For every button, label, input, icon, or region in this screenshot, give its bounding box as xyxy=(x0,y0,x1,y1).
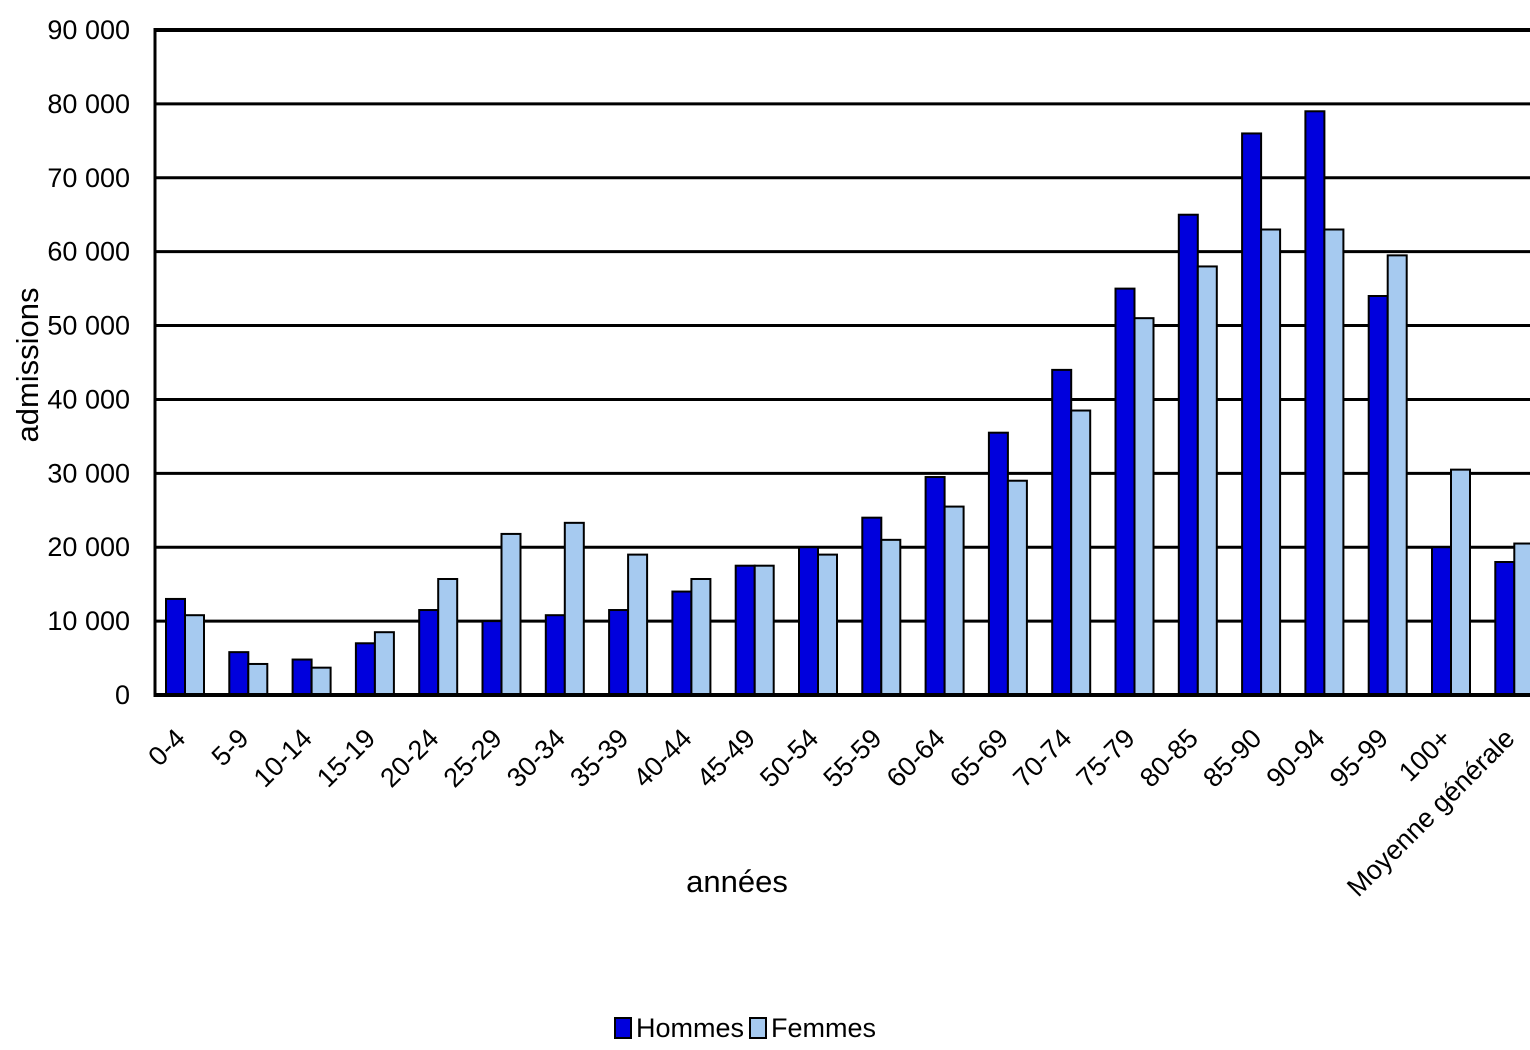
x-tick-label: 35-39 xyxy=(564,723,634,793)
x-tick-label: 80-85 xyxy=(1134,723,1204,793)
bar-hommes-21 xyxy=(1431,546,1452,696)
y-tick-label: 10 000 xyxy=(47,606,130,636)
y-axis-title: admissions xyxy=(10,287,45,442)
x-tick-labels: 0-4 5-910-1415-1920-2425-2930-3435-3940-4… xyxy=(142,723,1520,902)
y-tick-label: 50 000 xyxy=(47,311,130,341)
bar-femmes-15 xyxy=(1070,409,1092,696)
legend-swatch xyxy=(749,1017,767,1039)
x-tick-label: 25-29 xyxy=(438,723,508,793)
x-tick-label: 5-9 xyxy=(206,723,255,772)
bar-hommes-16 xyxy=(1114,287,1136,696)
bar-hommes-9 xyxy=(671,590,693,696)
bar-femmes-7 xyxy=(563,521,585,696)
x-tick-label: 15-19 xyxy=(311,723,381,793)
bar-femmes-12 xyxy=(880,538,902,696)
y-tick-label: 0 xyxy=(115,680,130,710)
bar-hommes-22 xyxy=(1494,561,1516,696)
bar-hommes-12 xyxy=(861,516,883,697)
bar-femmes-22 xyxy=(1513,542,1530,696)
legend-label: Hommes xyxy=(636,1013,744,1043)
x-tick-label: 85-90 xyxy=(1197,723,1267,793)
bar-femmes-4 xyxy=(373,631,395,697)
y-tick-labels: 0 10 000 20 000 30 000 40 000 50 000 60 000 70 … xyxy=(47,15,130,710)
bar-hommes-3 xyxy=(291,658,313,696)
bar-hommes-19 xyxy=(1304,110,1326,697)
y-tick-label: 90 000 xyxy=(47,15,130,45)
bar-hommes-2 xyxy=(228,651,250,697)
x-tick-label: 50-54 xyxy=(754,723,824,793)
bar-femmes-11 xyxy=(817,553,838,696)
bar-hommes-7 xyxy=(544,614,566,697)
bar-hommes-6 xyxy=(481,620,503,696)
bar-hommes-8 xyxy=(608,609,630,696)
y-tick-label: 40 000 xyxy=(47,384,130,414)
bar-femmes-10 xyxy=(753,564,775,697)
x-axis-title: années xyxy=(686,864,788,899)
y-tick-label: 60 000 xyxy=(47,237,130,267)
bar-femmes-2 xyxy=(247,662,269,697)
x-tick-label: 45-49 xyxy=(691,723,761,793)
bar-hommes-15 xyxy=(1051,368,1073,696)
x-tick-label: 20-24 xyxy=(374,723,444,793)
axes xyxy=(153,28,1530,697)
x-tick-label: 0-4 xyxy=(142,723,191,772)
bars xyxy=(165,110,1530,697)
legend: Hommes Femmes xyxy=(614,1013,876,1043)
bar-femmes-14 xyxy=(1006,479,1028,696)
bar-hommes-17 xyxy=(1177,213,1199,696)
bar-hommes-14 xyxy=(987,431,1009,696)
y-tick-label: 20 000 xyxy=(47,532,130,562)
bar-femmes-1 xyxy=(184,614,205,697)
bar-femmes-19 xyxy=(1323,228,1345,696)
bar-femmes-20 xyxy=(1386,254,1408,696)
bar-hommes-10 xyxy=(734,564,756,697)
x-tick-label: 70-74 xyxy=(1007,723,1077,793)
bar-femmes-13 xyxy=(943,505,965,697)
bar-femmes-5 xyxy=(437,577,459,696)
bar-femmes-3 xyxy=(310,666,332,697)
x-tick-label: 95-99 xyxy=(1324,723,1394,793)
bar-hommes-20 xyxy=(1367,295,1389,696)
bar-femmes-18 xyxy=(1260,228,1282,696)
bar-hommes-18 xyxy=(1241,132,1263,696)
legend-item-femmes: Femmes xyxy=(749,1013,876,1043)
x-tick-label: 10-14 xyxy=(248,723,318,793)
bar-hommes-1 xyxy=(165,597,186,697)
legend-label: Femmes xyxy=(771,1013,876,1043)
bar-hommes-13 xyxy=(924,476,946,696)
bar-femmes-16 xyxy=(1133,317,1155,696)
bar-femmes-8 xyxy=(627,553,649,696)
x-tick-label: 65-69 xyxy=(944,723,1014,793)
bar-femmes-9 xyxy=(690,577,712,696)
y-tick-label: 80 000 xyxy=(47,89,130,119)
bar-hommes-5 xyxy=(418,609,440,696)
bar-femmes-17 xyxy=(1196,265,1218,696)
x-tick-label: 30-34 xyxy=(501,723,571,793)
y-tick-label: 30 000 xyxy=(47,458,130,488)
bar-hommes-4 xyxy=(354,642,376,696)
bar-hommes-11 xyxy=(798,546,819,696)
x-tick-label: 40-44 xyxy=(628,723,698,793)
bar-femmes-21 xyxy=(1450,468,1471,696)
y-tick-label: 70 000 xyxy=(47,163,130,193)
bar-femmes-6 xyxy=(500,532,522,697)
x-tick-label: 55-59 xyxy=(817,723,887,793)
gridlines xyxy=(155,28,1530,623)
x-tick-label: 60-64 xyxy=(881,723,951,793)
x-tick-label: 90-94 xyxy=(1261,723,1331,793)
x-tick-label: 75-79 xyxy=(1071,723,1141,793)
legend-swatch xyxy=(614,1017,632,1039)
legend-item-hommes: Hommes xyxy=(614,1013,744,1043)
